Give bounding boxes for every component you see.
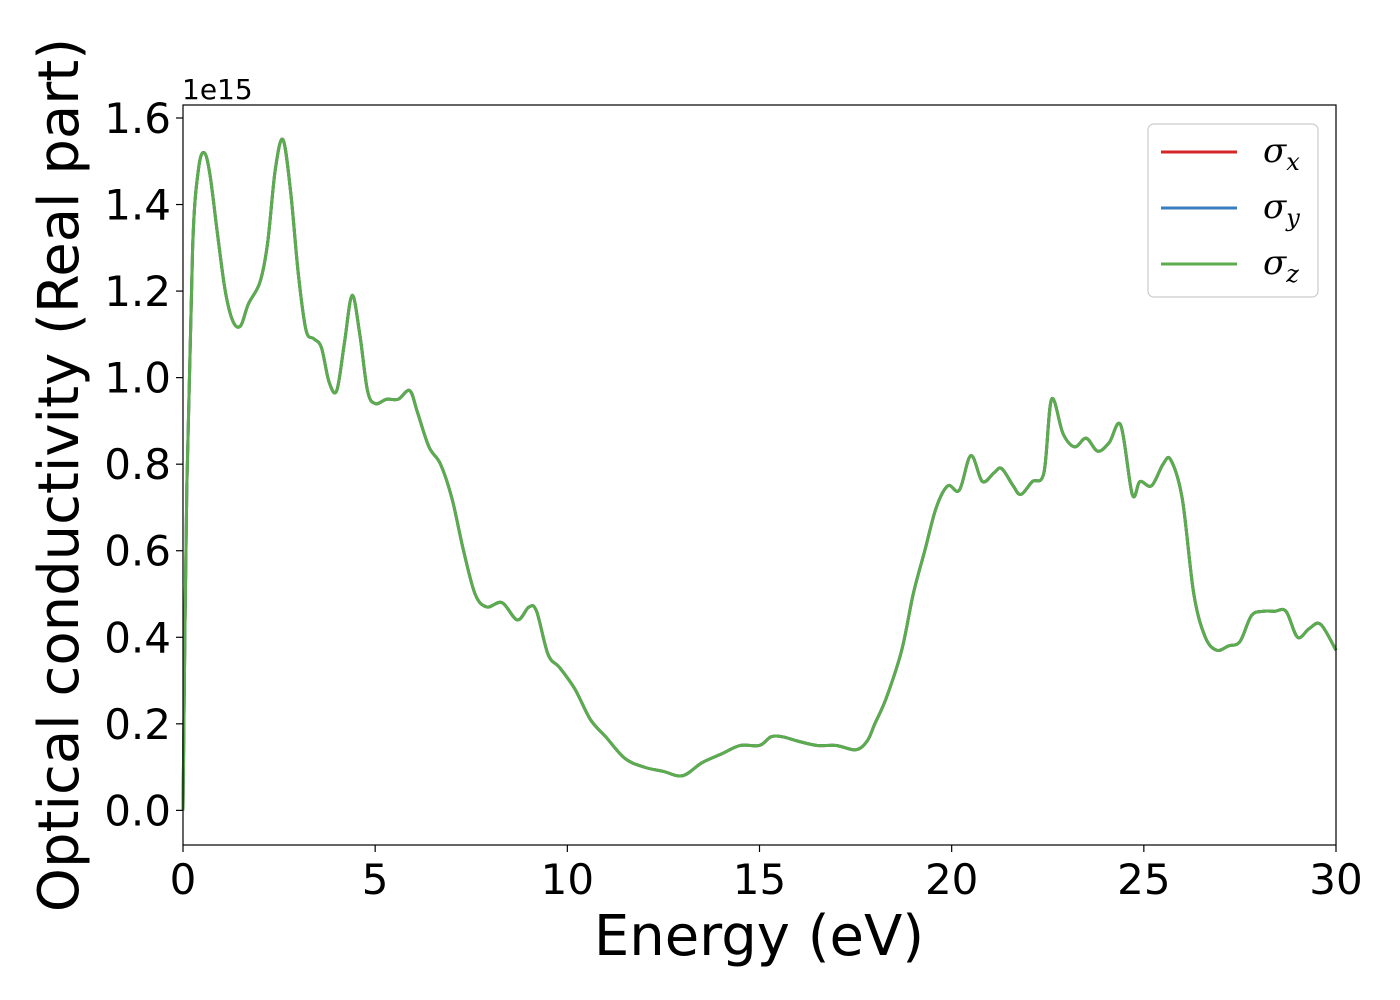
y-tick-label: 0.0 <box>104 786 171 835</box>
y-tick-label: 0.4 <box>104 613 171 662</box>
series-line-z <box>181 137 1338 811</box>
legend: σx σy σz <box>1147 123 1319 298</box>
legend-label-z: σz <box>1263 243 1299 288</box>
series-layer <box>181 137 1338 811</box>
legend-box <box>1147 123 1319 298</box>
y-tick-label: 1.2 <box>104 267 171 316</box>
legend-label-x: σx <box>1263 131 1300 176</box>
y-tick-label: 0.8 <box>104 440 171 489</box>
x-tick-label: 25 <box>1117 855 1170 904</box>
y-axis-title: Optical conductivity (Real part) <box>27 38 92 912</box>
legend-label-y: σy <box>1263 187 1300 232</box>
x-axis-ticks: 0 5 10 15 20 25 30 <box>170 845 1363 904</box>
y-tick-label: 1.4 <box>104 181 171 230</box>
y-axis-ticks: 0.0 0.2 0.4 0.6 0.8 1.0 1.2 1.4 1.6 <box>104 94 183 835</box>
x-tick-label: 15 <box>733 855 786 904</box>
y-tick-label: 0.2 <box>104 700 171 749</box>
x-axis-title: Energy (eV) <box>594 904 924 969</box>
y-tick-label: 1.0 <box>104 354 171 403</box>
y-tick-label: 0.6 <box>104 527 171 576</box>
x-tick-label: 20 <box>925 855 978 904</box>
x-tick-label: 5 <box>362 855 389 904</box>
x-tick-label: 30 <box>1309 855 1362 904</box>
y-axis-offset-label: 1e15 <box>182 73 253 106</box>
x-tick-label: 0 <box>170 855 197 904</box>
y-tick-label: 1.6 <box>104 94 171 143</box>
x-tick-label: 10 <box>541 855 594 904</box>
plot-area <box>181 104 1338 846</box>
